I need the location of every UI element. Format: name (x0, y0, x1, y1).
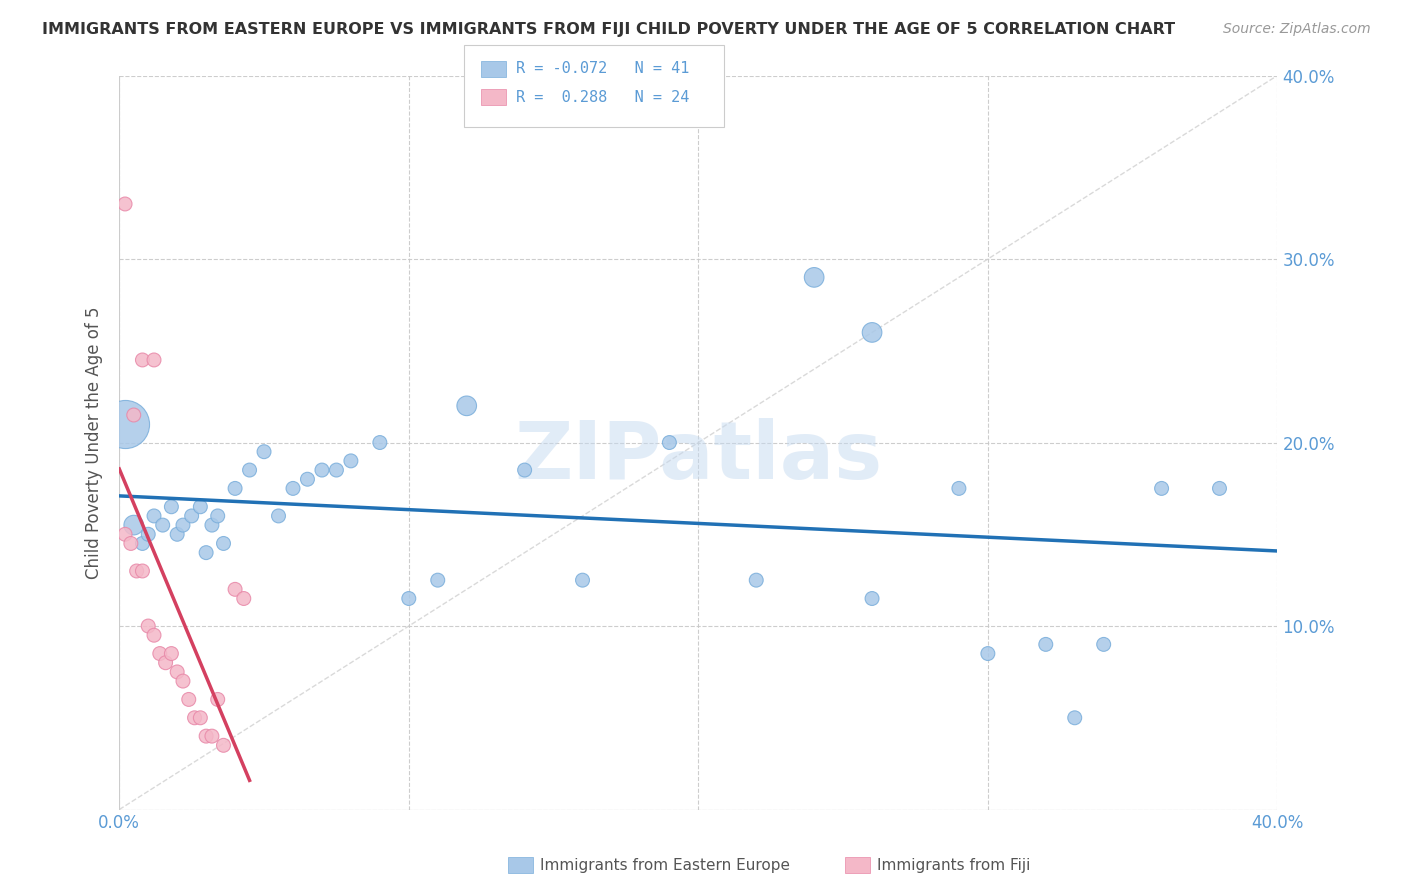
Point (160, 500, 183, 514)
Text: ZIPatlas: ZIPatlas (515, 418, 883, 496)
Point (160, 647, 183, 661)
Point (456, 399, 478, 413)
Point (977, 647, 1000, 661)
Point (1208, 482, 1230, 496)
Point (238, 463, 260, 477)
Point (207, 508, 229, 523)
Point (143, 508, 166, 523)
Point (166, 665, 188, 679)
Point (136, 527, 159, 541)
Point (860, 326, 883, 340)
Point (232, 591, 254, 606)
Point (188, 500, 211, 514)
Point (122, 408, 145, 422)
Point (340, 454, 363, 468)
Point (212, 739, 235, 753)
Point (297, 472, 319, 486)
Point (513, 463, 536, 477)
Y-axis label: Child Poverty Under the Age of 5: Child Poverty Under the Age of 5 (86, 306, 103, 579)
Point (325, 463, 347, 477)
Point (166, 527, 188, 541)
Text: R =  0.288   N = 24: R = 0.288 N = 24 (516, 90, 689, 104)
Point (131, 536, 153, 550)
Point (120, 536, 142, 550)
Point (207, 692, 229, 706)
Text: IMMIGRANTS FROM EASTERN EUROPE VS IMMIGRANTS FROM FIJI CHILD POVERTY UNDER THE A: IMMIGRANTS FROM EASTERN EUROPE VS IMMIGR… (42, 22, 1175, 37)
Text: Immigrants from Eastern Europe: Immigrants from Eastern Europe (540, 858, 790, 872)
Point (281, 482, 304, 496)
Point (125, 564, 148, 578)
Point (183, 711, 205, 725)
Point (212, 536, 235, 550)
Point (803, 270, 825, 285)
Point (201, 518, 224, 533)
Point (131, 564, 153, 578)
Point (114, 197, 136, 211)
Point (1035, 637, 1057, 651)
Point (143, 628, 166, 642)
Point (131, 353, 153, 368)
Point (658, 435, 681, 450)
Point (114, 527, 136, 541)
Text: R = -0.072   N = 41: R = -0.072 N = 41 (516, 62, 689, 76)
Point (426, 573, 449, 587)
Point (860, 591, 883, 606)
Point (172, 674, 194, 689)
Point (398, 591, 420, 606)
Point (368, 435, 391, 450)
Point (253, 444, 276, 458)
Point (180, 508, 202, 523)
Point (195, 546, 218, 560)
Point (224, 482, 246, 496)
Point (177, 692, 200, 706)
Point (1092, 637, 1115, 651)
Point (195, 729, 218, 743)
Point (122, 518, 145, 533)
Point (155, 656, 177, 670)
Point (224, 582, 246, 597)
Point (188, 711, 211, 725)
Point (143, 353, 166, 368)
Point (172, 518, 194, 533)
Point (1063, 711, 1085, 725)
Point (571, 573, 593, 587)
Point (948, 482, 970, 496)
Point (149, 647, 172, 661)
Point (745, 573, 768, 587)
Point (311, 463, 333, 477)
Text: Immigrants from Fiji: Immigrants from Fiji (877, 858, 1031, 872)
Point (267, 508, 290, 523)
Point (114, 417, 136, 432)
Point (136, 619, 159, 633)
Text: Source: ZipAtlas.com: Source: ZipAtlas.com (1223, 22, 1371, 37)
Point (201, 729, 224, 743)
Point (1150, 482, 1173, 496)
Point (152, 518, 174, 533)
